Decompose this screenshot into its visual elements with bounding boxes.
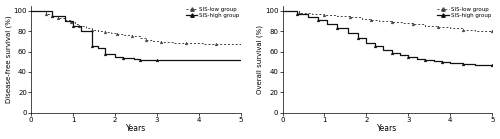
Y-axis label: Overall survival (%): Overall survival (%) [257, 25, 264, 94]
Legend: SIS-low group, SIS-high group: SIS-low group, SIS-high group [186, 7, 240, 18]
Y-axis label: Disease-free survival (%): Disease-free survival (%) [6, 15, 12, 103]
X-axis label: Years: Years [126, 124, 146, 133]
Legend: SIS-low group, SIS-high group: SIS-low group, SIS-high group [438, 7, 491, 18]
X-axis label: Years: Years [378, 124, 398, 133]
